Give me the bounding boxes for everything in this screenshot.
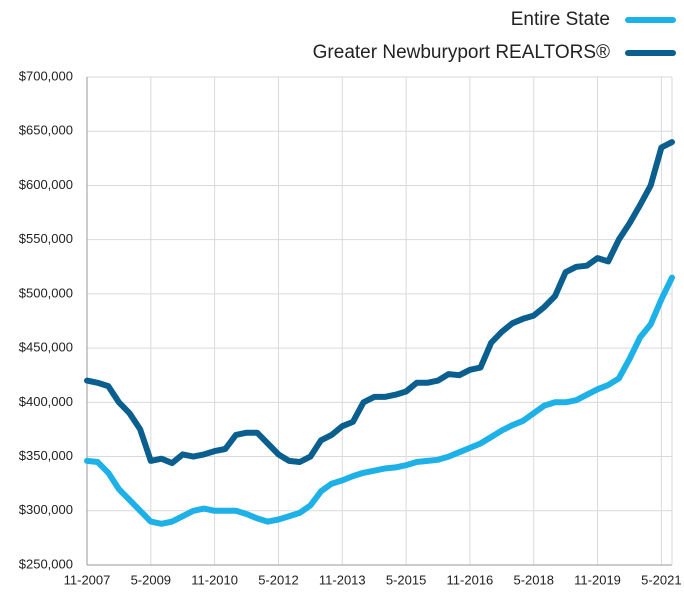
x-tick-label: 5-2021 — [641, 572, 681, 587]
y-tick-label: $450,000 — [19, 340, 73, 355]
x-tick-label: 11-2010 — [191, 572, 238, 587]
x-tick-label: 11-2016 — [447, 572, 494, 587]
y-tick-label: $350,000 — [19, 448, 73, 463]
x-tick-label: 11-2019 — [574, 572, 621, 587]
y-tick-label: $600,000 — [19, 177, 73, 192]
y-tick-label: $300,000 — [19, 502, 73, 517]
y-tick-label: $550,000 — [19, 231, 73, 246]
series-line — [84, 274, 675, 527]
y-tick-label: $500,000 — [19, 285, 73, 300]
y-tick-label: $650,000 — [19, 123, 73, 138]
x-tick-label: 5-2015 — [386, 572, 426, 587]
x-tick-label: 11-2007 — [64, 572, 111, 587]
y-tick-label: $400,000 — [19, 394, 73, 409]
x-tick-label: 5-2012 — [258, 572, 298, 587]
series-line — [84, 139, 675, 467]
x-tick-label: 11-2013 — [319, 572, 366, 587]
x-tick-label: 5-2018 — [513, 572, 553, 587]
y-tick-label: $250,000 — [19, 556, 73, 571]
y-tick-label: $700,000 — [19, 68, 73, 83]
x-tick-label: 5-2009 — [131, 572, 171, 587]
legend-label: Greater Newburyport REALTORS® — [313, 42, 610, 63]
legend-label: Entire State — [511, 9, 610, 30]
